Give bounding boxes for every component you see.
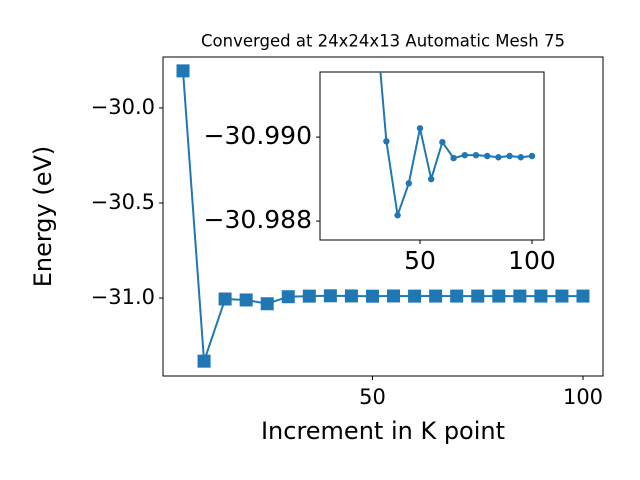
inset-plot xyxy=(372,8,536,219)
marker xyxy=(323,289,337,303)
marker xyxy=(387,289,401,303)
x-axis-label: Increment in K point xyxy=(261,417,505,445)
marker xyxy=(365,289,379,303)
marker xyxy=(429,289,443,303)
inset-marker xyxy=(517,154,524,161)
inset-marker xyxy=(405,180,412,187)
chart-title: Converged at 24x24x13 Automatic Mesh 75 xyxy=(201,32,565,51)
marker xyxy=(513,289,527,303)
inset-marker xyxy=(528,152,536,160)
marker xyxy=(471,289,485,303)
inset-marker xyxy=(472,151,480,159)
inset-y-tick-label: −30.988 xyxy=(204,205,312,234)
marker xyxy=(534,289,548,303)
inset-x-tick-label: 100 xyxy=(508,246,556,275)
marker xyxy=(344,289,358,303)
marker xyxy=(302,289,316,303)
marker xyxy=(408,289,422,303)
inset-marker xyxy=(461,151,468,159)
plot xyxy=(176,64,590,368)
inset-y-tick-label: −30.990 xyxy=(204,121,312,150)
marker xyxy=(450,289,464,303)
inset-x-tick-label: 50 xyxy=(404,246,436,275)
y-tick-label: −30.0 xyxy=(91,95,155,119)
marker xyxy=(576,289,590,303)
y-tick-label: −31.0 xyxy=(91,285,155,309)
marker xyxy=(218,292,232,306)
inset-marker xyxy=(483,152,491,160)
inset-marker xyxy=(427,175,435,183)
marker xyxy=(281,290,295,304)
y-tick-label: −30.5 xyxy=(91,190,155,214)
x-tick-label: 100 xyxy=(563,385,603,409)
inset-marker xyxy=(506,152,513,160)
marker xyxy=(260,297,274,311)
inset-marker xyxy=(394,212,401,219)
x-tick-label: 50 xyxy=(359,385,386,409)
y-axis-label: Energy (eV) xyxy=(29,146,57,288)
inset-marker xyxy=(495,154,502,161)
inset-marker xyxy=(416,125,424,132)
inset-marker xyxy=(383,138,390,145)
marker xyxy=(176,64,190,78)
marker xyxy=(197,354,211,368)
marker xyxy=(555,289,569,303)
marker xyxy=(239,293,253,307)
inset-marker xyxy=(450,154,457,162)
marker xyxy=(492,289,506,303)
inset-marker xyxy=(372,8,378,14)
inset-marker xyxy=(439,138,446,146)
